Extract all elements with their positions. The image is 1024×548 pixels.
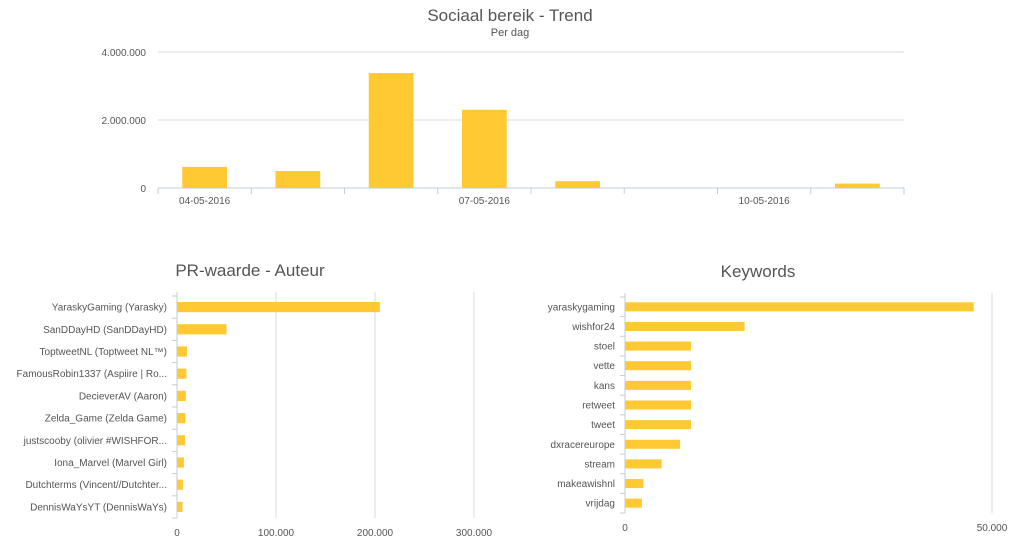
keywords-category-label: makeawishnl [557, 479, 615, 490]
pr-value-category-label: YaraskyGaming (Yarasky) [52, 303, 167, 314]
trend-x-tick-label: 07-05-2016 [459, 196, 511, 207]
keywords-x-tick-label: 0 [622, 523, 628, 534]
pr-value-category-label: Iona_Marvel (Marvel Girl) [54, 458, 167, 469]
keywords-chart-title: Keywords [721, 262, 796, 281]
pr-value-category-label: Zelda_Game (Zelda Game) [45, 414, 167, 425]
keywords-category-label: kans [594, 381, 615, 392]
keywords-category-label: stoel [594, 342, 615, 353]
trend-bar [275, 171, 321, 188]
pr-value-bar [177, 324, 227, 335]
trend-chart: Sociaal bereik - Trend Per dag 0 2.000.00… [102, 6, 905, 207]
pr-value-category-label: justscooby (olivier #WISHFOR... [23, 436, 167, 447]
keywords-bar [625, 321, 745, 331]
trend-chart-title: Sociaal bereik - Trend [427, 6, 592, 25]
keywords-bar [625, 341, 692, 351]
pr-value-bar [177, 479, 183, 490]
keywords-bar [625, 302, 974, 312]
keywords-category-label: wishfor24 [571, 322, 615, 333]
pr-value-category-label: FamousRobin1337 (Aspiire | Ro... [17, 369, 167, 380]
trend-y-tick-label: 0 [140, 184, 146, 195]
trend-x-tick-label: 04-05-2016 [179, 196, 231, 207]
keywords-category-label: vrijdag [586, 499, 615, 510]
trend-bar [555, 181, 601, 188]
pr-value-bar [177, 412, 186, 424]
pr-value-x-tick-label: 200.000 [357, 528, 394, 539]
trend-x-tick-label: 10-05-2016 [739, 196, 791, 207]
pr-value-category-label: Dutchterms (Vincent//Dutchter... [25, 480, 167, 491]
pr-value-category-label: ToptweetNL (Toptweet NL™) [40, 347, 167, 358]
trend-bar [368, 73, 414, 188]
pr-value-category-label: DennisWaYsYT (DennisWaYs) [30, 502, 167, 513]
keywords-bar [625, 420, 692, 430]
keywords-x-tick-label: 50.000 [977, 523, 1008, 534]
trend-y-tick-label: 2.000.000 [102, 116, 147, 127]
keywords-bar [625, 479, 644, 489]
keywords-bar [625, 498, 642, 508]
pr-value-x-tick-label: 100.000 [258, 528, 295, 539]
keywords-category-label: vette [593, 361, 615, 372]
keywords-category-label: dxracereurope [551, 440, 616, 451]
trend-bar [182, 166, 228, 188]
pr-value-x-tick-label: 300.000 [456, 528, 493, 539]
pr-value-x-tick-label: 0 [174, 528, 180, 539]
trend-bar [461, 109, 507, 188]
keywords-category-label: retweet [582, 401, 615, 412]
keywords-bar [625, 361, 692, 371]
keywords-bar [625, 439, 681, 449]
pr-value-bar [177, 368, 187, 379]
pr-value-category-label: DecieverAV (Aaron) [79, 391, 167, 402]
trend-chart-subtitle: Per dag [491, 27, 530, 39]
keywords-bar [625, 459, 662, 469]
pr-value-bar [177, 301, 380, 313]
pr-value-bar [177, 501, 183, 513]
pr-value-bar [177, 346, 187, 357]
trend-y-tick-label: 4.000.000 [102, 48, 147, 59]
pr-value-chart-title: PR-waarde - Auteur [175, 261, 325, 280]
pr-value-bar [177, 435, 185, 446]
keywords-bar [625, 400, 692, 410]
keywords-category-label: tweet [591, 420, 615, 431]
pr-value-chart: PR-waarde - Auteur 0 100.000 200.000 300.00… [17, 261, 493, 539]
pr-value-bar [177, 390, 186, 402]
pr-value-bar [177, 457, 184, 468]
keywords-bar [625, 380, 692, 390]
pr-value-category-label: SanDDayHD (SanDDayHD) [43, 325, 167, 336]
trend-bar [834, 183, 880, 188]
keywords-category-label: stream [584, 459, 615, 470]
keywords-chart: Keywords 0 50.000 yaraskygaming wishfor24 st… [548, 262, 1008, 534]
keywords-category-label: yaraskygaming [548, 302, 615, 313]
